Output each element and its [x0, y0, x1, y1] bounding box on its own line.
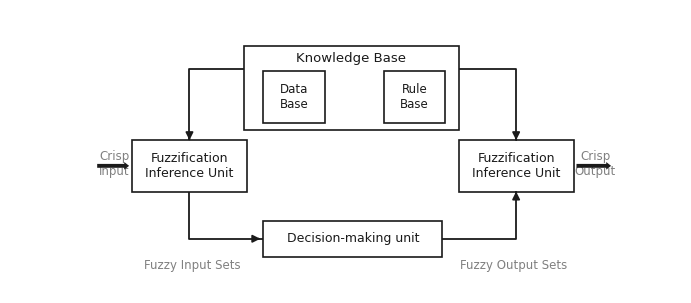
- Bar: [459, 140, 574, 191]
- Text: Fuzzification
Inference Unit: Fuzzification Inference Unit: [145, 152, 234, 180]
- Text: Crisp
Input: Crisp Input: [99, 149, 129, 178]
- Text: Rule
Base: Rule Base: [400, 83, 428, 111]
- Text: Knowledge Base: Knowledge Base: [296, 52, 406, 65]
- Bar: [132, 140, 247, 191]
- Text: Fuzzy Output Sets: Fuzzy Output Sets: [460, 259, 567, 272]
- Bar: [245, 46, 459, 130]
- Bar: [263, 221, 442, 257]
- Text: Fuzzification
Inference Unit: Fuzzification Inference Unit: [472, 152, 560, 180]
- Text: Data
Base: Data Base: [280, 83, 308, 111]
- Text: Fuzzy Input Sets: Fuzzy Input Sets: [144, 259, 240, 272]
- Bar: [384, 72, 445, 123]
- Text: Decision-making unit: Decision-making unit: [287, 232, 419, 245]
- Text: Crisp
Output: Crisp Output: [574, 149, 616, 178]
- Bar: [263, 72, 325, 123]
